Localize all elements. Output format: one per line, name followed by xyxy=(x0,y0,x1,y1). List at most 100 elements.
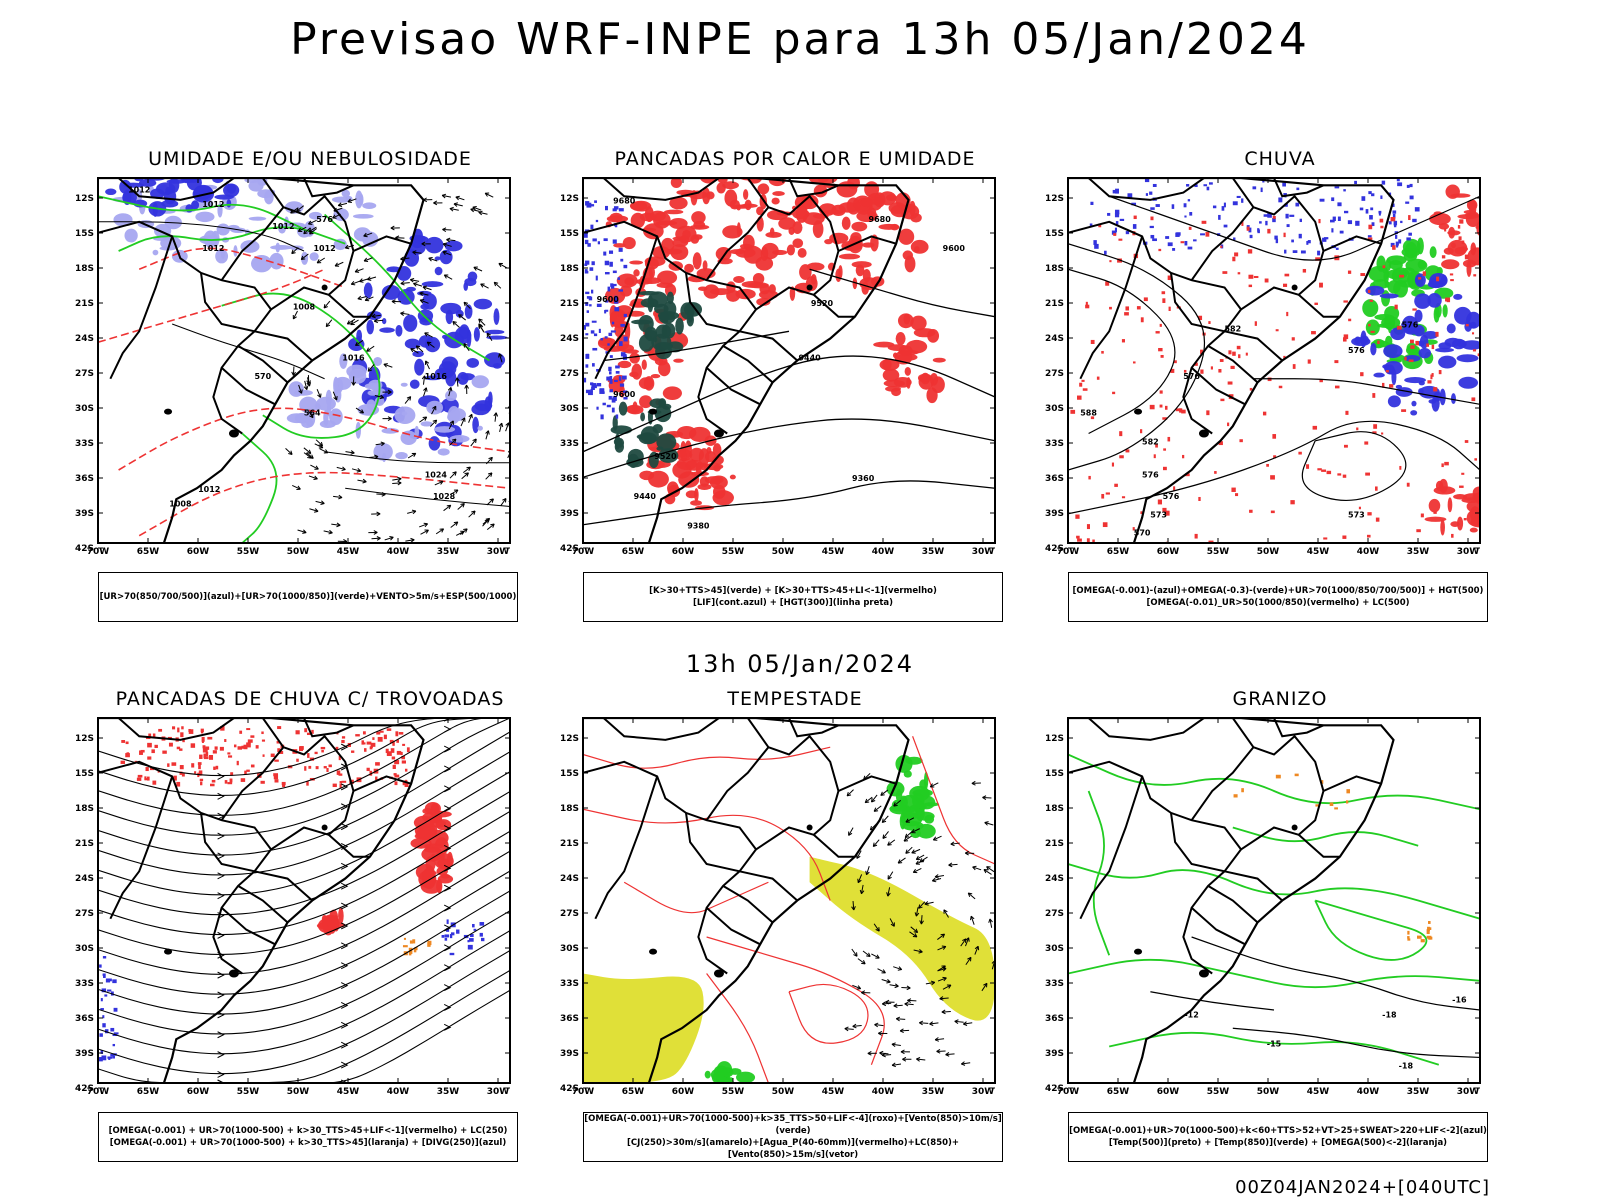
storm-area xyxy=(332,783,337,788)
streamline-arrow xyxy=(340,902,349,910)
wind-vector xyxy=(392,478,402,481)
wind-vector xyxy=(332,214,337,219)
wind-vector xyxy=(374,319,384,322)
humidity-mid-area xyxy=(445,390,457,402)
wind-vector xyxy=(423,387,427,397)
wind-vector xyxy=(462,466,471,474)
storm-area xyxy=(262,754,265,757)
rain-area xyxy=(1162,507,1167,512)
wind-vector xyxy=(442,243,452,247)
rain-area xyxy=(1157,499,1163,505)
lift-index-contour xyxy=(590,388,593,393)
rain-area xyxy=(1235,493,1239,497)
omega-area xyxy=(1295,202,1300,207)
rain-area xyxy=(1473,274,1477,277)
wind-vector xyxy=(498,353,503,363)
wind-vector xyxy=(341,466,346,472)
wind-vector xyxy=(463,301,471,309)
streamline-arrow xyxy=(340,803,349,811)
omega-area xyxy=(1241,198,1244,203)
wind-vector xyxy=(296,485,301,490)
omega-area xyxy=(1347,220,1353,225)
wind-vector xyxy=(478,210,483,216)
rain-area xyxy=(1245,352,1248,356)
wind-vector xyxy=(453,521,459,526)
lon-tick-label: 70W xyxy=(1057,1087,1080,1097)
wind-vector xyxy=(857,958,866,965)
humidity-mid-area xyxy=(400,430,417,445)
lat-tick-label: 21S xyxy=(1045,299,1064,309)
lift-index-contour xyxy=(590,224,594,230)
lake xyxy=(1198,429,1209,438)
wind-vector xyxy=(446,237,451,243)
humidity-mid-area xyxy=(339,353,348,369)
storm-area xyxy=(126,752,130,756)
instability-area xyxy=(613,437,623,446)
rain-area xyxy=(1153,454,1156,459)
rain-area xyxy=(1179,408,1183,413)
country-border xyxy=(237,345,289,384)
country-border xyxy=(1170,272,1225,333)
wind-vector xyxy=(886,892,891,897)
wind-vector xyxy=(872,839,880,847)
lon-tick-label: 65W xyxy=(622,1087,645,1097)
omega-strong-area xyxy=(1442,304,1448,318)
rain-area xyxy=(1456,516,1464,531)
wind-vector xyxy=(871,953,880,959)
storm-area xyxy=(401,755,406,760)
wind-vector xyxy=(338,494,343,500)
lon-tick-label: 45W xyxy=(1307,1087,1330,1097)
lift-index-contour xyxy=(621,375,627,380)
country-border xyxy=(237,885,289,924)
storm-area xyxy=(274,759,279,762)
divergence-area xyxy=(112,1043,116,1047)
storm-area xyxy=(179,748,183,751)
humidity-high-area xyxy=(484,329,505,335)
legend-box: [K>30+TTS>45](verde) + [K>30+TTS>45+LI<-… xyxy=(583,572,1003,622)
contour-label: 582 xyxy=(1142,437,1159,446)
lon-tick-label: 55W xyxy=(1207,1087,1230,1097)
rain-area xyxy=(1399,465,1402,470)
streamline-arrow xyxy=(443,1023,452,1031)
country-border xyxy=(583,220,758,435)
wind-vector xyxy=(903,837,909,842)
lat-tick-label: 15S xyxy=(75,769,94,779)
lat-tick-label: 24S xyxy=(560,874,579,884)
rain-area xyxy=(1239,439,1243,443)
lift-index-contour xyxy=(618,289,624,292)
omega-area xyxy=(1406,184,1410,188)
divergence-area xyxy=(479,922,485,926)
wind-vector xyxy=(380,441,385,447)
lat-tick-label: 30S xyxy=(1045,944,1064,954)
lon-tick-label: 70W xyxy=(572,547,595,557)
humidity-high-area xyxy=(463,282,469,291)
wind-vector xyxy=(298,226,307,232)
omega-area xyxy=(1369,215,1373,220)
storm-area xyxy=(188,729,194,734)
storm-area xyxy=(230,772,234,776)
omega-500-area xyxy=(1334,807,1338,810)
wind-vector xyxy=(306,380,312,385)
country-border xyxy=(1087,718,1205,741)
wind-vector xyxy=(986,866,995,873)
storm-area xyxy=(401,760,406,764)
streamline-arrow xyxy=(217,991,225,999)
lat-tick-label: 27S xyxy=(1045,909,1064,919)
wind-850-area xyxy=(727,1077,734,1082)
lift-index-contour xyxy=(603,251,607,256)
wind-vector xyxy=(323,300,331,309)
lat-tick-label: 15S xyxy=(560,769,579,779)
rain-area xyxy=(1247,249,1253,254)
wind-vector xyxy=(899,1028,904,1034)
map-layer xyxy=(583,718,995,1083)
storm-prob-area xyxy=(409,940,413,944)
wind-vector xyxy=(338,202,348,206)
storm-prob-area xyxy=(413,947,417,953)
rain-area xyxy=(1372,393,1376,398)
wind-vector xyxy=(452,320,457,326)
divergence-area xyxy=(101,988,107,993)
rain-area xyxy=(1433,387,1438,392)
lift-index-contour xyxy=(585,260,590,265)
storm-area xyxy=(277,726,282,730)
